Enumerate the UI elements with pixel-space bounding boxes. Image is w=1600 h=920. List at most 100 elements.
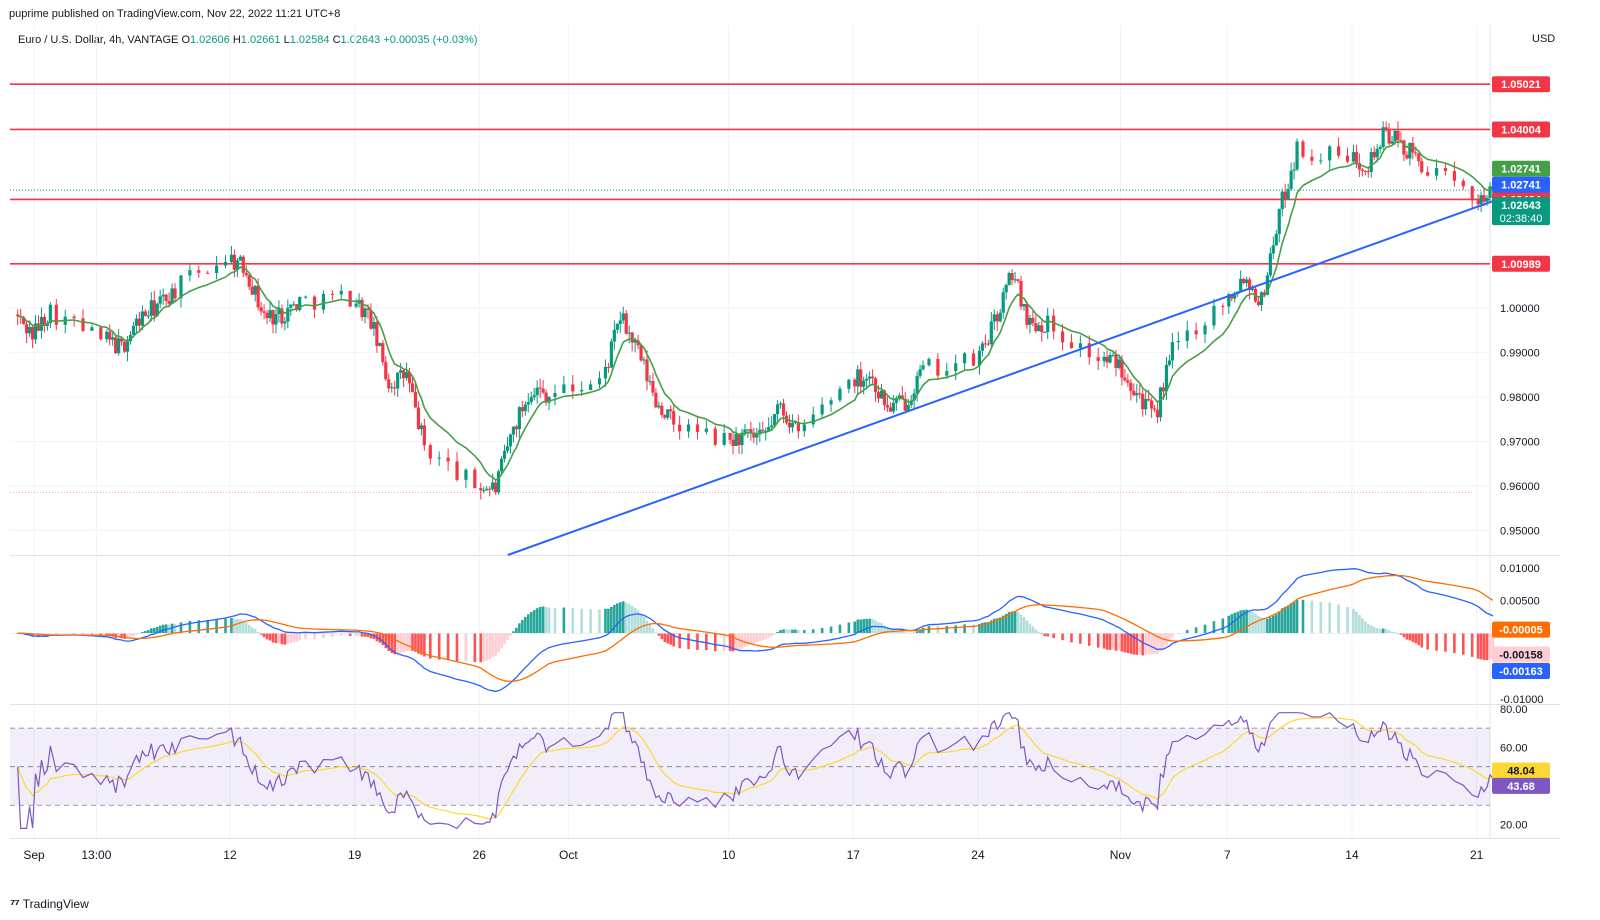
candle-body bbox=[847, 379, 851, 389]
rsi-value-label-box bbox=[1492, 777, 1550, 794]
candle-body bbox=[672, 411, 676, 425]
macd-histogram-bar bbox=[764, 633, 768, 639]
candle-body bbox=[1259, 292, 1264, 305]
candle-body bbox=[1256, 301, 1261, 305]
macd-value-label-box bbox=[1492, 662, 1550, 679]
candle-body bbox=[366, 308, 370, 311]
candle-body bbox=[1268, 253, 1272, 276]
macd-histogram-bar bbox=[1079, 633, 1082, 644]
macd-histogram-bar bbox=[1476, 633, 1480, 659]
macd-histogram-bar bbox=[1159, 633, 1162, 652]
macd-histogram-bar bbox=[417, 633, 420, 654]
macd-histogram-bar bbox=[437, 633, 441, 660]
candle-body bbox=[372, 322, 376, 329]
candle-body bbox=[761, 429, 765, 432]
tradingview-footer[interactable]: ⁷⁷ TradingView bbox=[10, 896, 89, 911]
horizontal-levels[interactable] bbox=[10, 83, 1490, 494]
candle-body bbox=[1120, 359, 1124, 378]
macd-histogram-bar bbox=[482, 633, 486, 662]
macd-histogram-bar bbox=[1126, 633, 1130, 653]
macd-histogram-bar bbox=[1203, 624, 1207, 634]
macd-histogram-bar bbox=[244, 622, 248, 634]
macd-histogram-bar bbox=[494, 633, 497, 656]
candle-body bbox=[1420, 161, 1424, 173]
macd-histogram-bar bbox=[1283, 606, 1287, 634]
candle-body bbox=[259, 307, 263, 312]
candle-body bbox=[413, 391, 418, 408]
price-axis[interactable]: 0.95000 0.96000 0.97000 0.98000 0.99000 1.000… bbox=[1500, 303, 1543, 832]
candle-body bbox=[491, 482, 495, 490]
candle-body bbox=[876, 392, 881, 399]
candle-body bbox=[499, 458, 504, 472]
time-axis[interactable]: Sep 13:00 12 19 26 Oct 10 17 24 Nov 7 14 21 bbox=[23, 848, 1483, 862]
macd-histogram-bar bbox=[731, 633, 735, 652]
candle-body bbox=[473, 469, 477, 489]
candle-body bbox=[1227, 294, 1231, 307]
signal-line bbox=[17, 574, 1494, 683]
macd-histogram-bar bbox=[99, 633, 103, 636]
macd-histogram-bar bbox=[111, 633, 115, 637]
candle-body bbox=[54, 304, 58, 325]
macd-histogram-bar bbox=[535, 608, 539, 634]
candle-body bbox=[713, 428, 717, 445]
candle-body bbox=[488, 488, 492, 490]
macd-histogram-bar bbox=[81, 633, 85, 634]
candle-body bbox=[482, 490, 486, 492]
macd-signal-label: -0.00158 bbox=[1499, 650, 1542, 662]
macd-histogram-bar bbox=[1239, 610, 1242, 634]
level-price-label: 1.05021 bbox=[1501, 79, 1541, 91]
macd-histogram-bar bbox=[633, 607, 637, 634]
candle-body bbox=[927, 359, 931, 366]
trendline[interactable] bbox=[507, 197, 1501, 556]
candle-body bbox=[1203, 325, 1207, 335]
candle-body bbox=[1366, 171, 1370, 173]
candle-body bbox=[1247, 279, 1252, 291]
candle-body bbox=[446, 457, 450, 462]
candle-body bbox=[1105, 356, 1109, 363]
macd-histogram-bar bbox=[120, 633, 123, 639]
pane-borders bbox=[10, 25, 1560, 839]
macd-histogram-bar bbox=[1479, 633, 1483, 660]
candle-body bbox=[250, 286, 254, 295]
macd-histogram-bar bbox=[915, 631, 919, 634]
candle-body bbox=[496, 471, 501, 493]
candle-body bbox=[1102, 356, 1106, 361]
candle-body bbox=[321, 293, 326, 310]
candle-body bbox=[1369, 152, 1373, 173]
macd-histogram-bar bbox=[188, 620, 192, 634]
macd-histogram-bar bbox=[538, 606, 542, 634]
macd-histogram-bar bbox=[1272, 615, 1275, 634]
macd-histogram-bar bbox=[1120, 633, 1124, 652]
macd-histogram-bar bbox=[55, 633, 58, 634]
candle-body bbox=[755, 434, 759, 438]
macd-histogram-bar bbox=[645, 620, 649, 634]
candle-body bbox=[179, 275, 183, 299]
macd-histogram-bar bbox=[1257, 616, 1260, 634]
macd-histogram-bar bbox=[859, 619, 863, 634]
candle-body bbox=[660, 405, 664, 416]
candle-body bbox=[1434, 168, 1439, 176]
candle-body bbox=[502, 450, 507, 459]
candle-body bbox=[312, 296, 317, 310]
macd-histogram-bar bbox=[161, 624, 165, 634]
macd-histogram-bar bbox=[506, 633, 509, 640]
macd-histogram-bar bbox=[1019, 614, 1023, 634]
candle-body bbox=[295, 304, 299, 311]
candle-body bbox=[859, 369, 863, 387]
macd-histogram-bar bbox=[173, 623, 177, 634]
macd-histogram-bar bbox=[1402, 633, 1406, 638]
macd-histogram-bar bbox=[972, 624, 975, 634]
candle-body bbox=[348, 290, 352, 307]
candle-body bbox=[114, 337, 118, 354]
candle-body bbox=[120, 338, 124, 342]
candle-body bbox=[292, 304, 296, 306]
candle-body bbox=[1470, 186, 1474, 201]
macd-histogram-bar bbox=[639, 613, 643, 634]
candle-body bbox=[1141, 393, 1145, 410]
macd-histogram-bar bbox=[1381, 628, 1385, 634]
candle-body bbox=[648, 381, 652, 383]
candle-body bbox=[1295, 141, 1299, 170]
macd-histogram-bar bbox=[170, 623, 174, 634]
macd-histogram-bar bbox=[90, 633, 94, 635]
